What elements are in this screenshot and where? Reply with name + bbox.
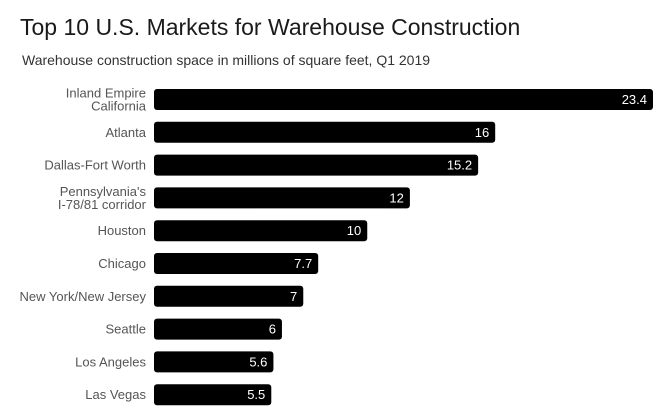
bar-7 [154,285,304,307]
bar-5 [154,220,368,242]
category-label-line: Seattle [106,322,146,337]
bar-3 [154,154,479,176]
category-label-line: Las Vegas [85,387,146,402]
chart-title: Top 10 U.S. Markets for Warehouse Constr… [20,14,521,40]
bar-value-label: 7 [290,289,297,304]
bar-value-label: 12 [389,190,403,205]
category-label-line: Chicago [98,256,146,271]
bar-1 [154,89,653,110]
bar-value-label: 7.7 [294,256,312,271]
category-label-line: Inland Empire [66,86,146,101]
bar-value-label: 5.6 [249,354,267,369]
bar-value-label: 15.2 [447,158,472,173]
bar-8 [154,318,282,340]
bar-value-label: 5.5 [247,387,265,402]
bar-10 [154,384,272,406]
category-label-line: Atlanta [106,125,147,140]
category-label: Dallas-Fort Worth [44,158,146,173]
category-label-line: Houston [98,223,146,238]
category-label: Inland Empire California [66,86,147,114]
bar-value-label: 10 [347,223,361,238]
bar-value-label: 6 [269,322,276,337]
category-label-line: Los Angeles [75,354,146,369]
category-label-line: Dallas-Fort Worth [44,158,146,173]
category-label: Seattle [106,322,146,337]
bar-value-label: 23.4 [622,92,647,107]
category-label: Los Angeles [75,354,146,369]
category-label-line: Pennsylvania's [60,184,147,199]
category-label-line: New York/New Jersey [20,289,147,304]
category-label: Pennsylvania's I-78/81 corridor [58,184,147,212]
bar-9 [154,351,274,373]
bar-value-label: 16 [475,125,489,140]
category-label-line: I-78/81 corridor [58,197,147,212]
category-label: Las Vegas [85,387,146,402]
bar-6 [154,253,319,274]
category-label: Chicago [98,256,146,271]
bar-2 [154,121,496,143]
category-label-line: California [91,99,147,114]
category-label: New York/New Jersey [20,289,147,304]
category-label: Atlanta [106,125,147,140]
chart-subtitle: Warehouse construction space in millions… [22,52,431,68]
bar-4 [154,187,410,209]
category-label: Houston [98,223,146,238]
